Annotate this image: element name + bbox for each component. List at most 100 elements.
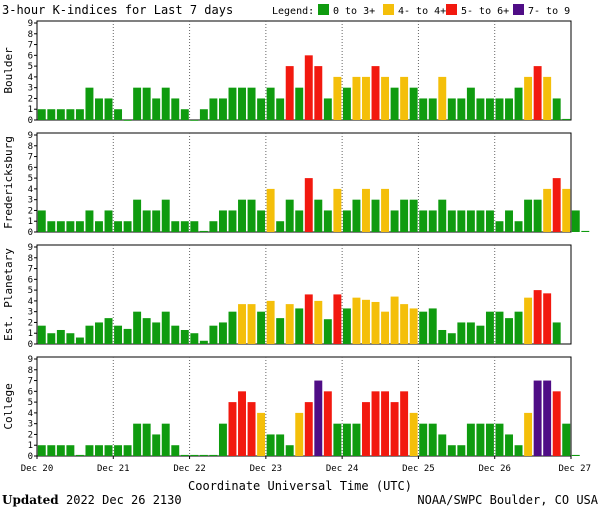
legend-entry: 0 to 3+ <box>333 6 375 17</box>
k-index-bar <box>304 402 313 456</box>
k-index-bar <box>75 454 84 456</box>
k-index-bar <box>543 293 552 344</box>
y-tick-label: 5 <box>28 286 33 296</box>
y-tick-label: 7 <box>28 265 33 275</box>
k-index-bar <box>371 391 380 456</box>
k-index-bar <box>199 340 208 344</box>
k-index-bar <box>428 210 437 232</box>
y-tick-label: 7 <box>28 41 33 51</box>
k-index-bar <box>171 221 180 232</box>
y-tick-label: 1 <box>28 329 33 339</box>
k-index-bar <box>514 87 523 120</box>
x-tick-label: Dec 27 <box>558 464 591 474</box>
legend-swatch <box>318 4 329 15</box>
k-index-bar <box>409 87 418 120</box>
station-label: Est. Planetary <box>2 248 15 341</box>
k-index-bar <box>371 66 380 120</box>
k-index-bar <box>543 76 552 120</box>
k-index-bar <box>457 210 466 232</box>
k-index-bar <box>75 337 84 344</box>
y-tick-label: 1 <box>28 217 33 227</box>
y-tick-label: 9 <box>28 243 33 253</box>
k-index-bar <box>114 445 123 456</box>
k-index-bar <box>438 199 447 232</box>
k-index-bar <box>352 423 361 456</box>
k-index-bar <box>152 210 161 232</box>
k-index-bar <box>285 304 294 344</box>
k-index-bar <box>524 412 533 456</box>
x-tick-label: Dec 20 <box>21 464 54 474</box>
k-index-bar <box>390 210 399 232</box>
k-index-bar <box>209 454 218 456</box>
k-index-bar <box>190 333 199 344</box>
k-index-bar <box>314 66 323 120</box>
k-index-bar <box>133 87 142 120</box>
y-tick-label: 8 <box>28 142 33 152</box>
k-index-bar <box>66 333 75 344</box>
k-index-bar <box>390 296 399 344</box>
y-tick-label: 4 <box>28 297 33 307</box>
k-index-bar <box>342 210 351 232</box>
k-index-bar <box>381 311 390 344</box>
k-index-bar <box>428 308 437 344</box>
k-index-bar <box>438 76 447 120</box>
k-index-bar <box>85 445 94 456</box>
k-index-bar <box>552 322 561 344</box>
k-index-bar <box>495 423 504 456</box>
k-index-bar <box>276 98 285 120</box>
k-index-bar <box>180 329 189 344</box>
k-index-bar <box>152 98 161 120</box>
y-tick-label: 6 <box>28 163 33 173</box>
k-index-bar <box>95 98 103 120</box>
k-index-bar <box>485 210 494 232</box>
legend-swatch <box>383 4 394 15</box>
k-index-bar <box>552 178 561 232</box>
k-index-bar <box>142 318 151 344</box>
k-index-bar <box>581 230 590 232</box>
k-index-bar <box>466 210 475 232</box>
k-index-bar <box>524 297 533 344</box>
y-tick-label: 8 <box>28 366 33 376</box>
legend-entry: 4- to 4+ <box>398 6 446 17</box>
station-label: College <box>2 383 15 429</box>
k-index-bar <box>47 109 56 120</box>
k-index-bar <box>190 454 199 456</box>
k-index-bar <box>562 423 571 456</box>
k-index-bar <box>218 423 227 456</box>
y-tick-label: 2 <box>28 318 33 328</box>
k-index-bar <box>419 210 428 232</box>
panels: 0123456789Boulder0123456789Fredericksbur… <box>2 19 590 462</box>
k-index-bar <box>362 188 370 232</box>
k-index-bar <box>171 445 180 456</box>
k-index-bar <box>285 445 294 456</box>
k-index-bar <box>543 188 552 232</box>
y-tick-label: 0 <box>28 340 33 350</box>
k-index-bar <box>485 423 494 456</box>
y-tick-label: 0 <box>28 116 33 126</box>
k-index-bar <box>438 434 447 456</box>
legend-entry: 7- to 9 <box>528 6 570 17</box>
legend-swatch <box>446 4 457 15</box>
k-index-bar <box>95 445 103 456</box>
k-index-bar <box>457 98 466 120</box>
k-index-bar <box>180 454 189 456</box>
k-index-bar <box>562 118 571 120</box>
x-axis-ticks: Dec 20 Dec 21 Dec 22 Dec 23 Dec 24 Dec 25 Dec … <box>21 456 591 474</box>
k-index-bar <box>37 109 46 120</box>
y-tick-label: 2 <box>28 430 33 440</box>
k-index-bar <box>180 221 189 232</box>
k-index-bar <box>190 120 199 121</box>
k-index-bar <box>152 322 161 344</box>
k-index-bar <box>552 98 561 120</box>
y-tick-label: 2 <box>28 206 33 216</box>
k-index-bar <box>505 434 513 456</box>
k-index-bar <box>199 230 208 232</box>
k-index-bar <box>228 402 237 456</box>
k-index-bar <box>133 311 142 344</box>
k-index-bar <box>552 391 561 456</box>
k-index-bar <box>161 423 170 456</box>
y-tick-label: 1 <box>28 105 33 115</box>
